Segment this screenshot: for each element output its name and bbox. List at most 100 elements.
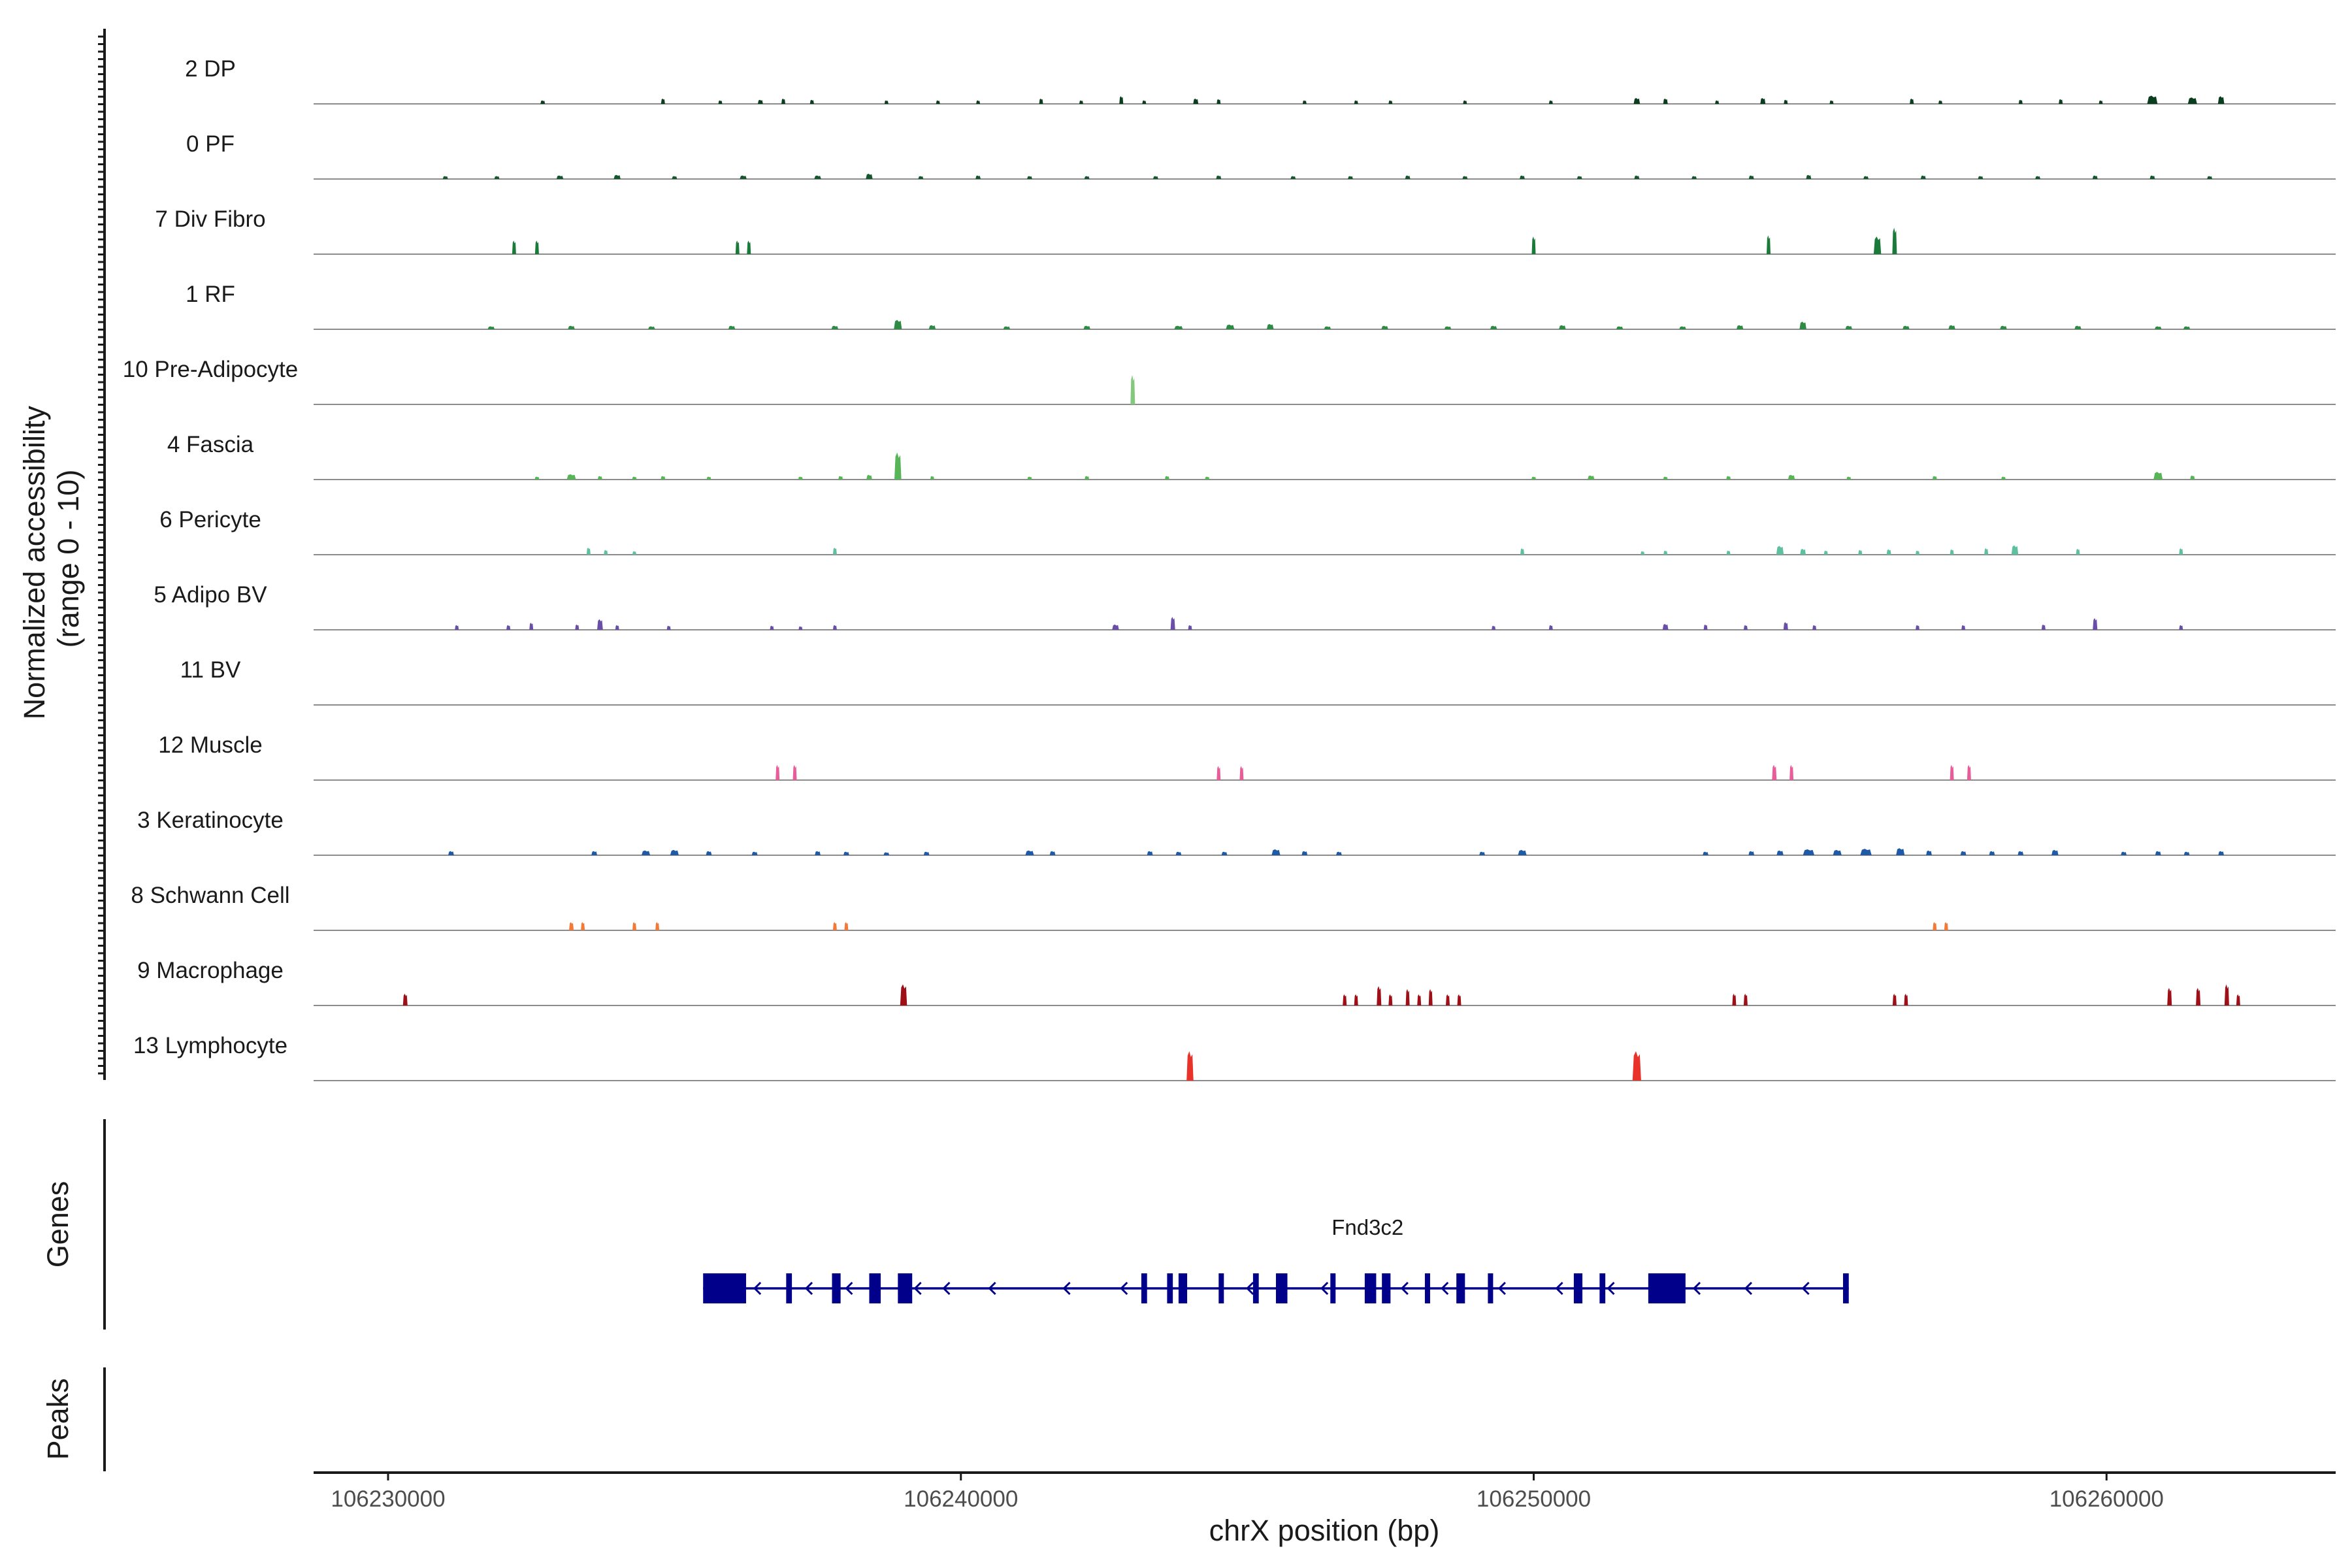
coverage-peak [1217, 99, 1221, 104]
coverage-peak [1736, 325, 1744, 329]
coverage-peak [1301, 851, 1308, 855]
coverage-peak [1417, 994, 1422, 1005]
track-9-macrophage: 9 Macrophage [137, 958, 2336, 1006]
coverage-peak [776, 764, 780, 780]
track-label: 12 Muscle [158, 732, 263, 758]
x-tick-label: 106260000 [2050, 1486, 2164, 1512]
gene-exon [1167, 1273, 1173, 1303]
coverage-peak [442, 176, 448, 179]
coverage-peak [1833, 849, 1842, 855]
coverage-peak [706, 476, 711, 480]
coverage-peak [1860, 849, 1872, 855]
coverage-peak [1388, 994, 1393, 1005]
coverage-peak [1846, 476, 1852, 480]
coverage-peak [1336, 851, 1342, 855]
track-6-pericyte: 6 Pericyte [159, 507, 2336, 555]
coverage-peak [1119, 96, 1124, 104]
coverage-peak [1587, 475, 1595, 480]
coverage-peak [1679, 326, 1686, 329]
coverage-peak [928, 325, 936, 329]
track-label: 0 PF [186, 131, 235, 157]
track-label: 9 Macrophage [137, 958, 284, 983]
coverage-peak [632, 551, 636, 555]
coverage-peak [1932, 476, 1937, 480]
coverage-peak [706, 851, 712, 855]
coverage-peak [604, 549, 608, 555]
coverage-peak [540, 100, 546, 104]
coverage-peak [1715, 100, 1720, 104]
coverage-peak [2224, 984, 2229, 1005]
coverage-peak [1290, 176, 1296, 179]
track-label: 10 Pre-Adipocyte [123, 357, 298, 382]
coverage-peak [1354, 100, 1358, 104]
strand-arrow [804, 1281, 813, 1296]
coverage-peak [1531, 237, 1536, 254]
gene-exon [1330, 1273, 1336, 1303]
coverage-peak [1174, 325, 1183, 329]
coverage-peak [809, 99, 814, 104]
coverage-peak [2001, 476, 2006, 480]
coverage-peak [581, 922, 585, 930]
coverage-peak [866, 173, 873, 179]
coverage-peak [975, 175, 981, 179]
gene-exon [1599, 1273, 1606, 1303]
coverage-peak [2121, 851, 2127, 855]
coverage-peak [648, 326, 655, 329]
coverage-peak [815, 851, 821, 855]
track-10-pre-adipocyte: 10 Pre-Adipocyte [123, 357, 2336, 405]
coverage-peak [884, 100, 889, 104]
x-tick-label: 106250000 [1477, 1486, 1591, 1512]
coverage-peak [1767, 235, 1771, 254]
coverage-peak [1548, 100, 1553, 104]
coverage-peak [1726, 550, 1731, 555]
coverage-peak [1576, 176, 1582, 179]
peaks-panel-label: Peaks [41, 1378, 74, 1460]
coverage-peak [2018, 99, 2023, 104]
coverage-peak [832, 922, 837, 930]
coverage-peak [1463, 100, 1467, 104]
coverage-peak [1950, 549, 1954, 555]
gene-exon [1364, 1273, 1377, 1303]
track-13-lymphocyte: 13 Lymphocyte [133, 1033, 2336, 1081]
coverage-peak [1039, 98, 1043, 104]
coverage-peak [1112, 624, 1119, 630]
coverage-peak [1806, 174, 1812, 179]
track-label: 11 BV [180, 657, 241, 683]
coverage-peak [831, 325, 839, 329]
coverage-peak [1142, 100, 1147, 104]
coverage-peak [1164, 476, 1169, 480]
coverage-peak [1381, 325, 1388, 329]
coverage-peak [894, 452, 902, 480]
y-title-line-2: (range 0 - 10) [52, 470, 85, 648]
coverage-peak [556, 175, 564, 179]
coverage-peak [798, 626, 803, 630]
coverage-peak [1989, 851, 1995, 855]
coverage-peak [1170, 617, 1175, 630]
coverage-peak [1663, 550, 1668, 555]
coverage-peak [1873, 237, 1882, 254]
coverage-peak [832, 625, 837, 630]
coverage-peak [1633, 98, 1641, 104]
track-0-pf: 0 PF [186, 131, 2336, 180]
coverage-peak [1147, 851, 1153, 855]
coverage-peak [1823, 550, 1828, 555]
coverage-peak [1271, 849, 1281, 855]
strand-arrow [1320, 1281, 1329, 1296]
strand-arrow [1801, 1281, 1810, 1296]
coverage-peak [591, 851, 597, 855]
coverage-peak [838, 476, 843, 480]
coverage-peak [1944, 922, 1948, 930]
coverage-peak [2051, 849, 2059, 855]
strand-arrow [1497, 1281, 1506, 1296]
coverage-peak [597, 619, 603, 630]
coverage-peak [1892, 227, 1897, 254]
coverage-peak [1221, 851, 1228, 855]
gene-exon [1488, 1273, 1494, 1303]
coverage-peak [2092, 175, 2098, 179]
coverage-peak [1027, 476, 1032, 480]
coverage-peak [402, 994, 408, 1005]
track-1-rf: 1 RF [186, 282, 2336, 330]
strand-arrow [942, 1281, 951, 1296]
coverage-peak [1938, 100, 1942, 104]
